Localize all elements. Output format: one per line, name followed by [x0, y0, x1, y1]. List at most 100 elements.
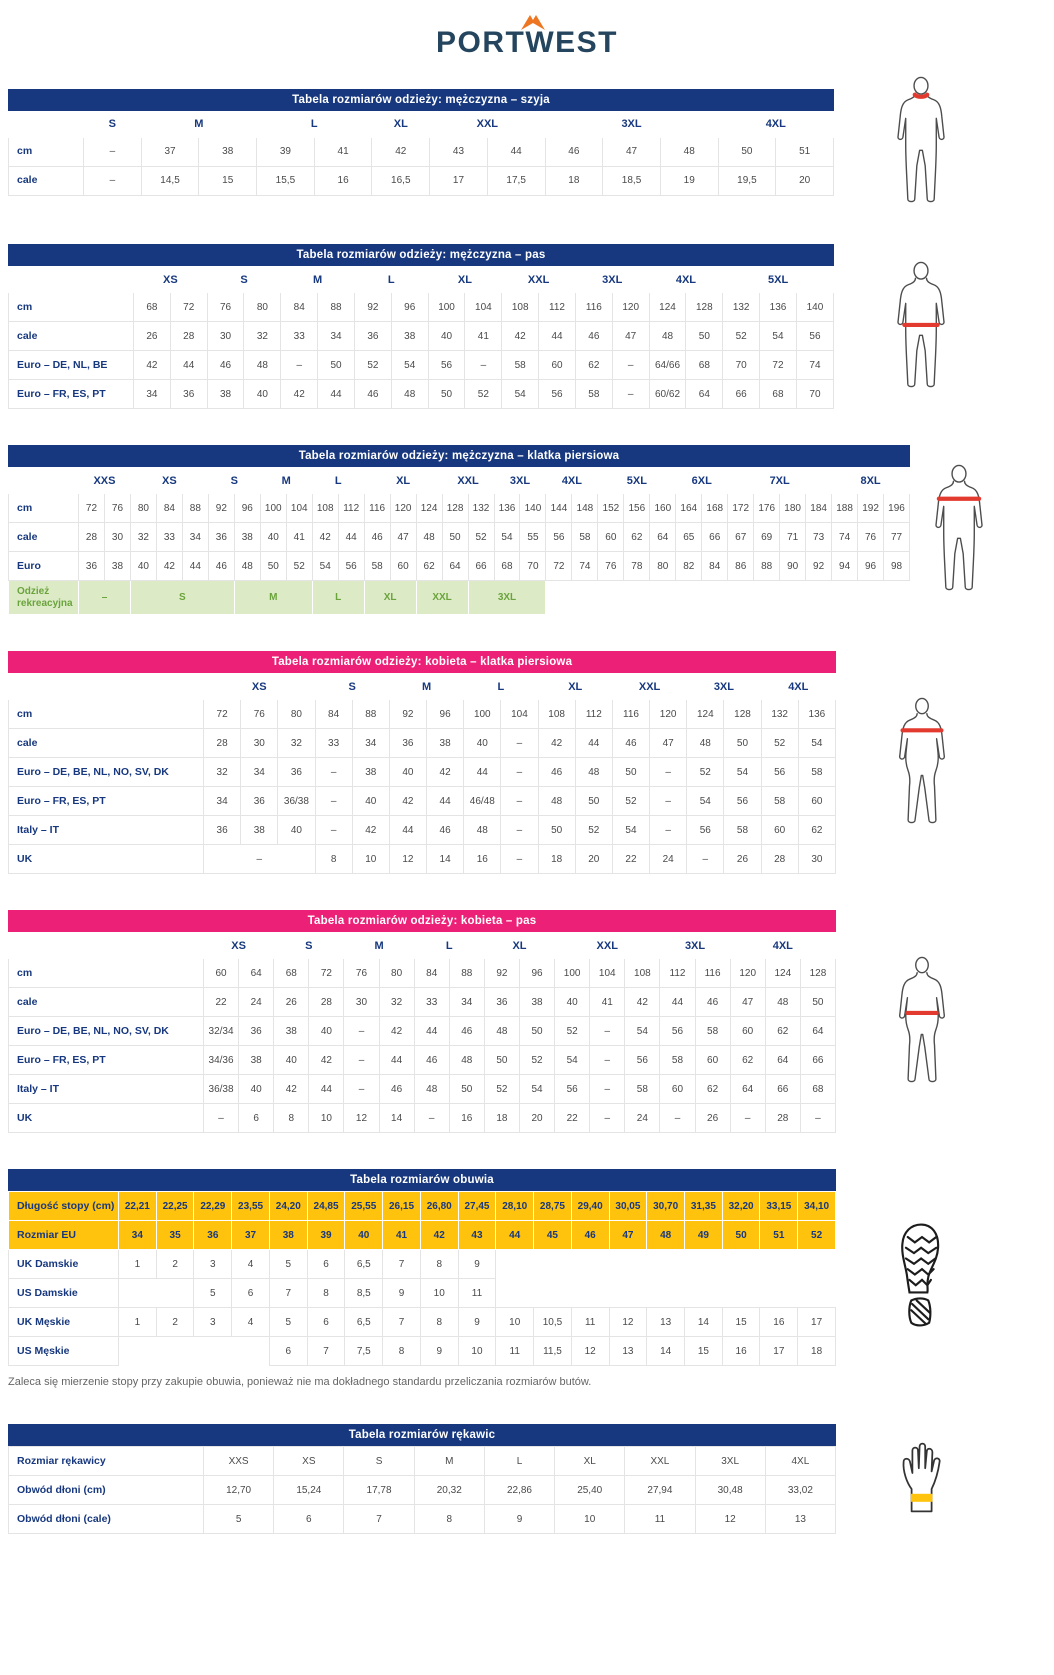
value-cell: 22,86	[483, 1475, 556, 1505]
size-header-m: M	[140, 110, 258, 138]
value-cell: 36	[238, 1016, 275, 1046]
value-cell: 51	[775, 136, 834, 167]
value-cell: 152	[597, 493, 625, 523]
size-header-4xl: 4XL	[545, 467, 599, 494]
value-cell: 36	[240, 786, 279, 816]
value-cell: 92	[207, 493, 235, 523]
value-cell: 12	[388, 844, 428, 874]
value-cell: 44	[388, 815, 428, 845]
value-cell: 80	[243, 292, 282, 322]
value-cell: –	[611, 350, 650, 380]
value-cell: 76	[103, 493, 131, 523]
value-cell: 56	[554, 1074, 591, 1104]
value-cell: 50	[518, 1016, 556, 1046]
table-section-women-waist: Tabela rozmiarów odzieży: kobieta – pas X…	[8, 910, 1054, 1133]
table-row: Euro – DE, NL, BE 42 44 46 48–50 52 54 56–58 60 6…	[8, 350, 835, 380]
value-cell: 188	[831, 493, 859, 523]
value-cell: 44	[538, 321, 576, 351]
value-cell: XL	[554, 1446, 626, 1476]
value-cell: 62	[729, 1045, 766, 1075]
value-cell: 32	[243, 321, 282, 351]
value-cell: 10	[308, 1103, 345, 1133]
value-cell: 46	[537, 757, 576, 787]
value-cell: 140	[519, 493, 547, 523]
value-cell: 40	[388, 757, 428, 787]
value-cell: 42	[351, 815, 390, 845]
size-header-6xl: 6XL	[675, 467, 729, 494]
value-cell: 48	[537, 786, 576, 816]
value-cell: 58	[659, 1045, 696, 1075]
value-cell: –	[343, 1016, 380, 1046]
value-cell: 4	[231, 1307, 270, 1337]
value-cell: M	[233, 580, 313, 615]
value-cell: 60	[597, 522, 625, 552]
value-cell: 168	[701, 493, 729, 523]
value-cell: 8	[413, 1504, 485, 1534]
value-cell: 27,94	[624, 1475, 696, 1505]
value-cell: 36/38	[277, 786, 316, 816]
value-cell: –	[314, 786, 353, 816]
table-row: cm –37 38 39 41 42 43 44 46 47 48 50 51	[8, 136, 834, 167]
value-cell: 26	[694, 1103, 731, 1133]
value-cell: 36	[483, 987, 520, 1017]
table-section-footwear: Tabela rozmiarów obuwia Długość stopy (cm…	[8, 1169, 1054, 1388]
value-cell: 16	[463, 844, 502, 874]
value-cell: 6	[306, 1307, 346, 1337]
value-cell: 46	[544, 136, 604, 167]
table-row: UK –8 10 12 14 16–18 20 22 24–26 28 30	[8, 844, 837, 874]
value-cell: 104	[285, 493, 313, 523]
size-header-xs: XS	[203, 673, 316, 700]
value-cell: 46/48	[463, 786, 502, 816]
value-cell: 74	[571, 551, 599, 581]
value-cell: 9	[419, 1336, 459, 1366]
value-cell: 22	[554, 1103, 591, 1133]
value-cell: 136	[759, 292, 797, 322]
value-cell: 28	[202, 728, 242, 758]
value-cell: 41	[313, 136, 373, 167]
value-cell: –	[78, 580, 131, 615]
value-cell: 17	[759, 1336, 799, 1366]
value-cell: 96	[518, 958, 556, 988]
value-cell: 62	[574, 350, 613, 380]
value-cell: 30,48	[694, 1475, 766, 1505]
value-cell: 71	[779, 522, 807, 552]
value-cell: 88	[351, 699, 390, 729]
value-cell: 58	[694, 1016, 731, 1046]
value-cell: 35	[155, 1220, 195, 1250]
value-cell: 58	[571, 522, 599, 552]
value-cell: 88	[753, 551, 781, 581]
value-cell: 54	[611, 815, 651, 845]
value-cell: 56	[795, 321, 835, 351]
size-table-women-waist: Tabela rozmiarów odzieży: kobieta – pas X…	[8, 910, 837, 1133]
size-header-4xl: 4XL	[729, 932, 837, 959]
value-cell: 10	[457, 1336, 497, 1366]
size-header-m: M	[388, 673, 465, 700]
value-cell: 82	[675, 551, 703, 581]
size-header-xl: XL	[537, 673, 613, 700]
value-cell: XS	[273, 1446, 345, 1476]
value-cell: 6,5	[344, 1307, 384, 1337]
size-header-l: L	[311, 467, 365, 494]
value-cell: –	[314, 757, 353, 787]
table-row: Euro – DE, BE, NL, NO, SV, DK 32/34 36 38 40…	[8, 1016, 837, 1046]
value-cell: 3	[193, 1307, 233, 1337]
size-header-3xl: 3XL	[686, 673, 762, 700]
value-cell: 52	[611, 786, 651, 816]
value-cell: –	[343, 1074, 380, 1104]
row-label: Obwód dłoni (cale)	[8, 1504, 204, 1534]
value-cell: 11	[624, 1504, 696, 1534]
row-label: cm	[8, 136, 84, 167]
value-cell: 52	[722, 321, 761, 351]
value-cell: 48	[413, 1074, 450, 1104]
value-cell: 7	[306, 1336, 346, 1366]
value-cell: 76	[240, 699, 279, 729]
value-cell: 7	[343, 1504, 415, 1534]
row-label: Italy – IT	[8, 815, 204, 845]
value-cell: 124	[648, 292, 687, 322]
value-cell: 62	[764, 1016, 801, 1046]
value-cell: 44	[317, 379, 355, 409]
value-cell: –	[413, 1103, 450, 1133]
value-cell: –	[589, 1016, 626, 1046]
value-cell: 68	[759, 379, 797, 409]
row-label: Italy – IT	[8, 1074, 204, 1104]
